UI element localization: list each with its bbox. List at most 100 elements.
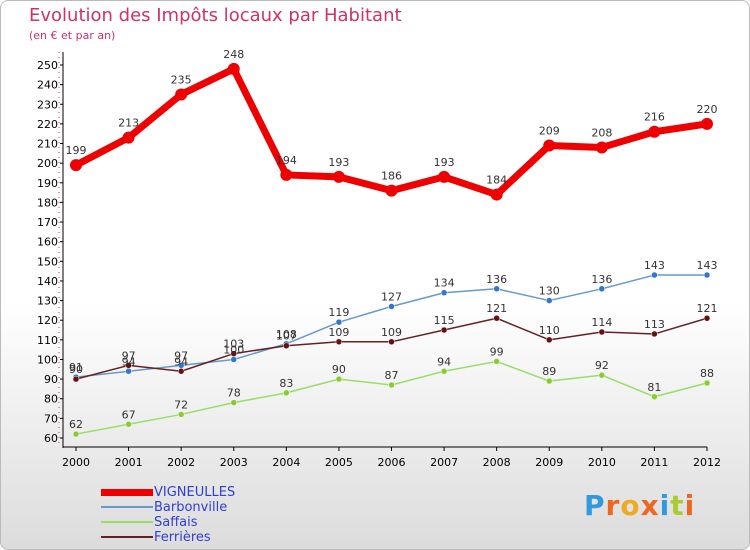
data-point xyxy=(598,371,606,379)
data-label: 199 xyxy=(66,144,87,157)
x-tick-label: 2011 xyxy=(640,456,668,469)
x-tick-label: 2004 xyxy=(272,456,300,469)
data-point xyxy=(72,430,80,438)
data-label: 115 xyxy=(434,314,455,327)
data-point xyxy=(440,289,448,296)
data-point xyxy=(651,330,658,338)
data-label: 97 xyxy=(122,349,136,362)
x-tick-label: 2001 xyxy=(115,456,143,469)
data-point xyxy=(125,368,132,375)
x-tick-label: 2007 xyxy=(430,456,458,469)
data-label: 62 xyxy=(69,418,83,431)
data-label: 134 xyxy=(434,277,455,290)
data-label: 83 xyxy=(279,377,293,390)
data-label: 97 xyxy=(174,349,188,362)
data-point xyxy=(335,338,343,346)
data-label: 94 xyxy=(437,355,451,368)
data-label: 193 xyxy=(434,156,455,169)
data-point xyxy=(230,399,237,406)
data-label: 90 xyxy=(69,363,83,376)
data-label: 110 xyxy=(539,324,560,337)
data-point xyxy=(440,326,448,334)
data-label: 114 xyxy=(591,316,612,329)
data-label: 213 xyxy=(118,117,139,130)
data-label: 100 xyxy=(223,343,244,356)
y-tick-label: 170 xyxy=(37,216,58,229)
y-tick-label: 120 xyxy=(37,314,58,327)
x-tick-label: 2000 xyxy=(62,456,90,469)
data-point xyxy=(388,303,395,310)
data-point xyxy=(598,285,606,293)
x-tick-label: 2012 xyxy=(693,456,721,469)
data-point xyxy=(493,358,500,365)
data-point xyxy=(546,336,553,344)
y-tick-label: 60 xyxy=(44,432,58,445)
y-tick-label: 220 xyxy=(37,118,58,131)
data-point xyxy=(175,88,188,101)
data-label: 184 xyxy=(486,174,507,187)
data-label: 78 xyxy=(227,387,241,400)
x-tick-label: 2010 xyxy=(588,456,616,469)
data-point xyxy=(230,350,237,357)
data-point xyxy=(388,381,395,389)
logo-letter: i xyxy=(659,489,671,522)
chart-subtitle: (en € et par an) xyxy=(29,29,116,42)
y-tick-label: 90 xyxy=(44,373,58,386)
legend-label: VIGNEULLES xyxy=(154,485,236,500)
x-tick-label: 2003 xyxy=(220,456,248,469)
data-point xyxy=(490,188,503,201)
y-tick-label: 200 xyxy=(37,157,58,170)
data-label: 208 xyxy=(591,126,612,139)
data-point xyxy=(177,411,185,418)
data-point xyxy=(703,314,711,322)
y-tick-label: 150 xyxy=(37,255,58,268)
logo-letter: x xyxy=(640,489,660,522)
data-point xyxy=(440,368,448,375)
data-point xyxy=(493,285,500,293)
y-tick-label: 230 xyxy=(37,98,58,111)
legend-label: Barbonville xyxy=(154,500,228,515)
legend-swatch xyxy=(101,506,153,508)
data-point xyxy=(598,328,606,336)
y-tick-label: 180 xyxy=(37,196,58,209)
data-label: 109 xyxy=(381,326,402,339)
data-point xyxy=(648,125,661,138)
data-label: 248 xyxy=(223,48,244,61)
data-point xyxy=(335,318,343,326)
data-point xyxy=(280,168,293,181)
data-point xyxy=(546,297,553,304)
data-label: 94 xyxy=(174,355,188,368)
data-point xyxy=(543,139,556,152)
logo-letter: P xyxy=(584,489,606,522)
data-label: 91 xyxy=(69,361,83,374)
data-label: 194 xyxy=(276,154,297,167)
y-tick-label: 100 xyxy=(37,353,58,366)
data-point xyxy=(703,271,711,279)
data-point xyxy=(651,393,658,401)
x-tick-label: 2005 xyxy=(325,456,353,469)
data-label: 99 xyxy=(490,345,504,358)
y-tick-label: 130 xyxy=(37,295,58,308)
y-tick-label: 240 xyxy=(37,79,58,92)
data-point xyxy=(595,141,608,154)
data-point xyxy=(388,338,395,346)
data-point xyxy=(703,379,711,387)
data-point xyxy=(651,271,658,279)
legend-swatch xyxy=(101,489,153,496)
y-tick-label: 250 xyxy=(37,59,58,72)
data-label: 94 xyxy=(122,355,136,368)
y-tick-label: 80 xyxy=(44,393,58,406)
data-point xyxy=(493,314,500,322)
data-point xyxy=(332,170,345,183)
legend-swatch xyxy=(101,536,153,538)
data-label: 127 xyxy=(381,290,402,303)
data-label: 119 xyxy=(328,306,349,319)
legend-label: Saffais xyxy=(154,515,198,530)
y-tick-label: 190 xyxy=(37,177,58,190)
x-tick-label: 2008 xyxy=(483,456,511,469)
data-point xyxy=(385,184,398,197)
data-point xyxy=(283,389,290,397)
data-point xyxy=(122,131,135,144)
x-tick-label: 2002 xyxy=(167,456,195,469)
data-point xyxy=(70,159,82,172)
